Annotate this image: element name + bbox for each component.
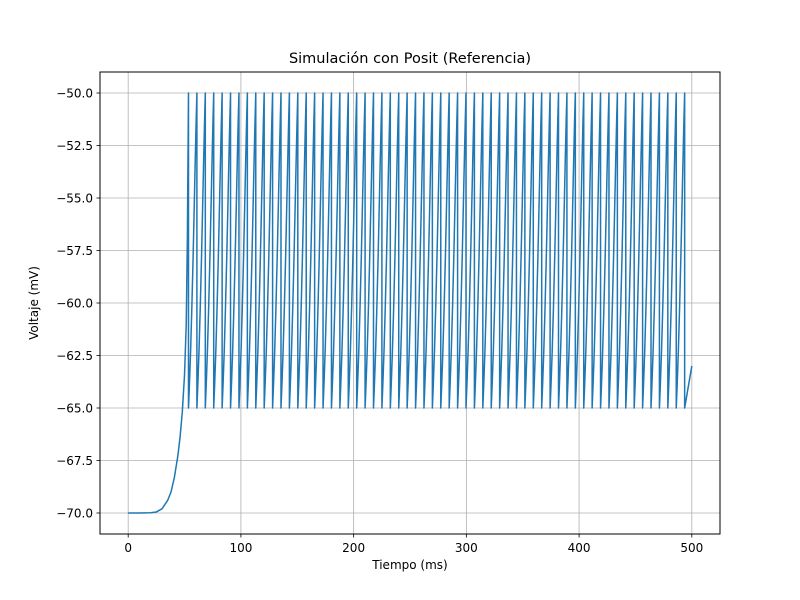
y-tick-label: −62.5 xyxy=(56,349,93,363)
x-tick-label: 400 xyxy=(568,541,591,555)
y-tick-label: −57.5 xyxy=(56,244,93,258)
y-tick-label: −52.5 xyxy=(56,139,93,153)
y-axis-label: Voltaje (mV) xyxy=(27,266,41,340)
y-tick-label: −50.0 xyxy=(56,86,93,100)
y-tick-label: −67.5 xyxy=(56,454,93,468)
x-tick-label: 100 xyxy=(229,541,252,555)
y-tick-label: −70.0 xyxy=(56,506,93,520)
x-tick-label: 500 xyxy=(680,541,703,555)
voltage-line xyxy=(128,92,693,514)
x-tick-label: 200 xyxy=(342,541,365,555)
x-tick-label: 0 xyxy=(124,541,132,555)
y-tick-label: −65.0 xyxy=(56,401,93,415)
y-tick-label: −55.0 xyxy=(56,191,93,205)
plot-area xyxy=(128,92,693,514)
axis-ticks: 0 100 200 300 400 500 −70.0 −67.5 −65.0 −62.5 −60.… xyxy=(56,86,703,555)
y-tick-label: −60.0 xyxy=(56,296,93,310)
x-tick-label: 300 xyxy=(455,541,478,555)
chart-title: Simulación con Posit (Referencia) xyxy=(289,51,531,67)
x-axis-label: Tiempo (ms) xyxy=(371,558,447,572)
